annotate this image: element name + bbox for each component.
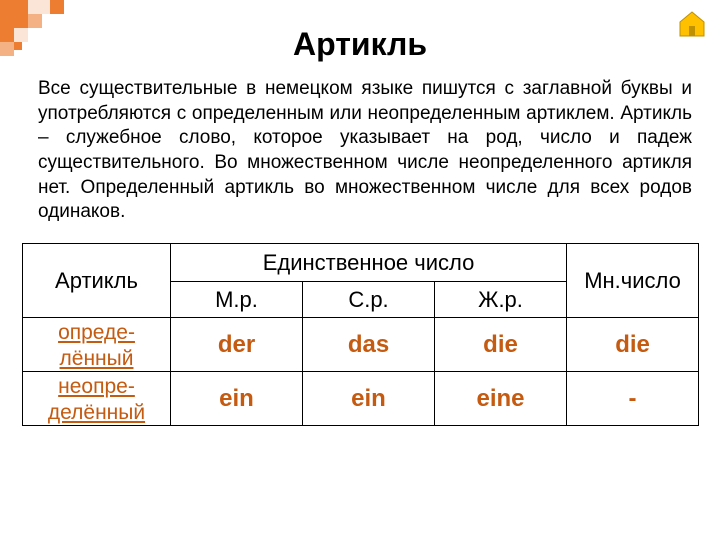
cell-value: die (567, 318, 699, 372)
body-paragraph: Все существительные в немецком языке пиш… (0, 77, 720, 225)
row-label-text: опреде-лённый (58, 321, 135, 370)
header-singular: Единственное число (171, 244, 567, 282)
header-plural: Мн.число (567, 244, 699, 318)
table-header-row: Артикль Единственное число Мн.число (23, 244, 699, 282)
header-article: Артикль (23, 244, 171, 318)
decorative-corner (0, 0, 100, 70)
row-label-indefinite: неопре-делённый (23, 372, 171, 426)
cell-value: ein (171, 372, 303, 426)
table-row: опреде-лённый der das die die (23, 318, 699, 372)
cell-value: der (171, 318, 303, 372)
cell-value: eine (435, 372, 567, 426)
row-label-definite: опреде-лённый (23, 318, 171, 372)
row-label-text: неопре-делённый (48, 375, 145, 424)
cell-value: - (567, 372, 699, 426)
subheader-feminine: Ж.р. (435, 282, 567, 318)
subheader-neuter: С.р. (303, 282, 435, 318)
page-title: Артикль (0, 0, 720, 63)
cell-value: das (303, 318, 435, 372)
home-icon[interactable] (678, 10, 706, 38)
table-row: неопре-делённый ein ein eine - (23, 372, 699, 426)
cell-value: die (435, 318, 567, 372)
subheader-masculine: М.р. (171, 282, 303, 318)
cell-value: ein (303, 372, 435, 426)
article-table: Артикль Единственное число Мн.число М.р.… (22, 243, 699, 426)
